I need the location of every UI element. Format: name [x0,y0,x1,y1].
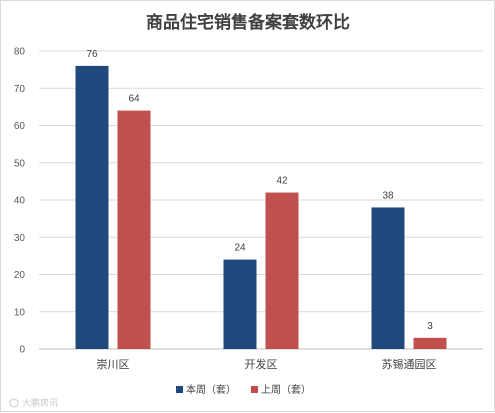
legend-swatch [176,386,183,393]
data-label: 76 [86,49,98,60]
y-tick-label: 30 [14,233,26,244]
legend-swatch [251,386,258,393]
bar-this-week [223,259,257,349]
data-label: 38 [382,190,394,201]
legend: 本周（套） 上周（套） [176,383,311,396]
bar-this-week [75,65,109,350]
y-tick-label: 10 [14,307,26,318]
y-tick-label: 60 [14,121,26,132]
y-tick-label: 70 [14,84,26,95]
watermark-text: 大鹏房讯 [22,397,58,409]
y-tick-label: 50 [14,158,26,169]
data-labels: 76 64 24 42 38 3 [86,49,433,332]
y-tick-label: 80 [14,47,26,58]
y-tick-label: 40 [14,196,26,207]
bar-last-week [117,110,151,349]
legend-label: 本周（套） [186,383,236,396]
chart-title: 商品住宅销售备案套数环比 [146,12,350,33]
y-axis: 0 10 20 30 40 50 60 70 80 [14,47,26,356]
bar-last-week [413,337,447,349]
data-label: 42 [276,176,288,187]
watermark-logo-icon [9,398,19,408]
data-label: 3 [427,321,433,332]
y-tick-label: 20 [14,270,26,281]
x-category-label: 苏锡通园区 [382,357,437,371]
gridlines [39,50,483,350]
data-label: 24 [234,243,246,254]
y-tick-label: 0 [19,345,25,356]
x-axis: 崇川区 开发区 苏锡通园区 [97,357,437,371]
x-category-label: 崇川区 [97,358,130,371]
x-category-label: 开发区 [245,357,278,371]
legend-label: 上周（套） [261,383,311,396]
bar-last-week [265,192,299,349]
bars [75,65,447,350]
watermark: 大鹏房讯 [9,397,58,409]
data-label: 64 [128,94,140,105]
bar-this-week [371,207,405,349]
